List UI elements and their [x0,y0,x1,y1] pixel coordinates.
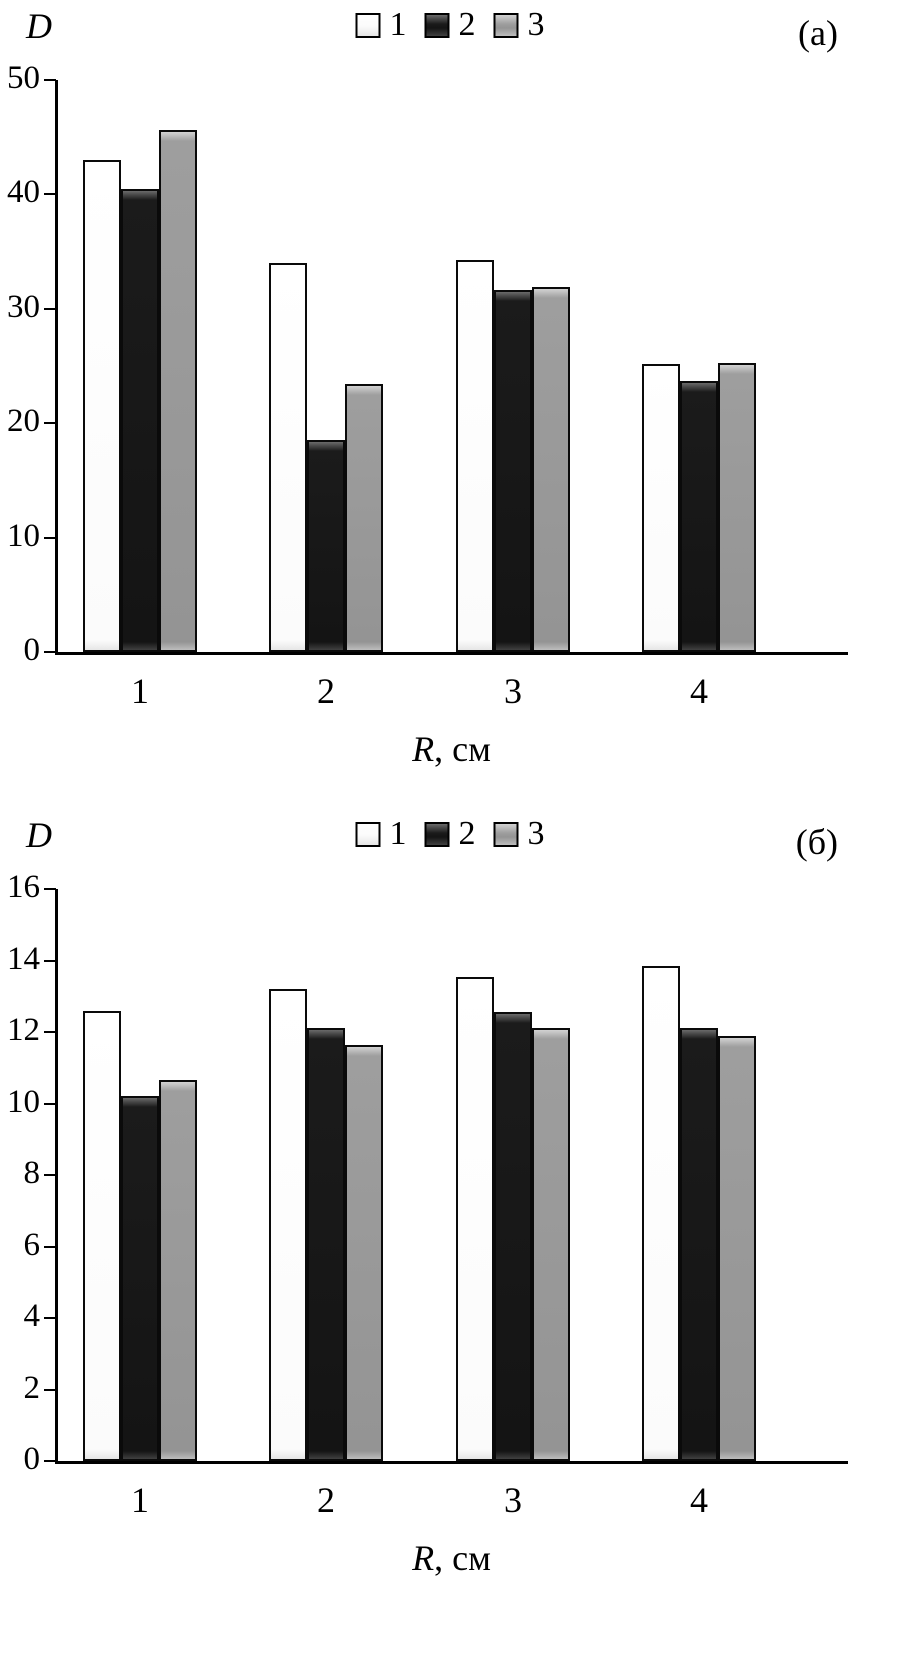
y-tick-mark [44,1102,56,1105]
y-tick-mark [44,888,56,890]
legend-label: 1 [389,6,407,43]
y-tick-label: 20 [7,403,40,440]
legend-item-1: 1 [355,815,407,853]
y-tick-mark [44,79,56,81]
legend-item-3: 3 [493,815,545,853]
y-tick-label: 16 [7,869,40,905]
bar-cat3-series1 [456,977,494,1461]
legend-item-2: 2 [424,6,476,44]
y-tick-mark [44,1245,56,1248]
plot-area: 0 2 4 6 8 10 12 14 16 1 2 3 4 [7,869,848,1520]
plot-area: 0 10 20 30 40 50 1 2 3 4 [7,60,848,711]
y-tick-mark [44,1317,56,1319]
bar-cat2-series3 [345,1045,383,1461]
bar-cat1-series1 [83,1011,121,1461]
y-axis-title: D [26,815,52,855]
bar-cat2-series2 [307,440,345,652]
legend-label: 2 [458,6,476,43]
x-axis-title-variable: R [412,729,435,769]
x-category-label: 4 [690,671,708,711]
legend-item-3: 3 [493,6,545,44]
chart-a-header: D 1 2 3 (а) [0,0,900,76]
y-tick-mark [44,1174,56,1176]
legend-swatch-2 [424,821,450,847]
chart-panel-a: D 1 2 3 (а) 0 10 20 30 40 50 1 2 3 4 R, см [0,0,900,795]
legend: 1 2 3 [355,815,545,853]
legend-item-2: 2 [424,815,476,853]
legend-swatch-2 [424,12,450,38]
legend-swatch-1 [355,12,381,38]
legend: 1 2 3 [355,6,545,44]
y-tick-mark [44,651,56,653]
bar-cat3-series3 [532,1028,570,1461]
legend-swatch-1 [355,821,381,847]
bar-cat4-series1 [642,364,680,652]
y-tick-label: 0 [23,1441,41,1477]
y-tick-label: 6 [23,1226,41,1263]
bar-cat2-series3 [345,384,383,652]
bar-cat4-series3 [718,363,756,652]
y-tick-label: 10 [7,1083,40,1120]
bar-cat1-series1 [83,160,121,652]
chart-b-header: D 1 2 3 (б) [0,809,900,885]
bar-cat2-series1 [269,263,307,652]
legend-label: 3 [527,6,545,43]
panel-label: (б) [795,822,838,862]
bar-cat3-series2 [494,290,532,652]
bar-cat4-series3 [718,1036,756,1461]
y-tick-label: 2 [23,1369,41,1406]
bar-cat4-series1 [642,966,680,1461]
x-axis-title: R, см [55,728,848,770]
y-tick-mark [44,422,56,425]
x-category-label: 3 [504,671,522,711]
legend-swatch-3 [493,821,519,847]
y-tick-label: 30 [7,288,40,325]
bar-cat4-series2 [680,1028,718,1461]
y-tick-label: 4 [23,1298,41,1334]
x-axis-title-variable: R [412,1538,435,1578]
y-tick-label: 12 [7,1012,40,1048]
x-axis-title-unit: , см [434,1538,491,1578]
x-category-label: 2 [317,1480,335,1520]
y-tick-label: 50 [7,60,40,96]
y-tick-mark [44,1460,56,1462]
y-tick-mark [44,536,56,539]
bar-cat3-series3 [532,287,570,652]
legend-swatch-3 [493,12,519,38]
bar-cat1-series3 [159,130,197,652]
bar-cat4-series2 [680,381,718,652]
bar-cat2-series1 [269,989,307,1461]
bar-cat3-series2 [494,1012,532,1461]
x-category-label: 4 [690,1480,708,1520]
y-tick-mark [44,307,56,310]
y-tick-label: 8 [23,1155,41,1191]
y-tick-mark [44,959,56,962]
x-axis-title: R, см [55,1537,848,1579]
y-axis-title: D [26,6,52,46]
bar-cat1-series3 [159,1080,197,1461]
y-tick-label: 14 [7,940,40,977]
x-category-label: 1 [131,1480,149,1520]
x-category-label: 3 [504,1480,522,1520]
x-axis-title-unit: , см [434,729,491,769]
bar-cat2-series2 [307,1028,345,1461]
legend-label: 3 [527,815,545,852]
y-tick-mark [44,1031,56,1033]
x-category-label: 1 [131,671,149,711]
y-tick-label: 40 [7,174,40,211]
bar-cat1-series2 [121,1096,159,1461]
bar-cat3-series1 [456,260,494,652]
y-tick-label: 10 [7,517,40,554]
panel-label: (а) [798,13,838,53]
x-category-label: 2 [317,671,335,711]
legend-item-1: 1 [355,6,407,44]
y-tick-label: 0 [23,632,41,668]
legend-label: 1 [389,815,407,852]
legend-label: 2 [458,815,476,852]
y-tick-mark [44,1388,56,1391]
y-tick-mark [44,193,56,196]
bar-cat1-series2 [121,189,159,652]
